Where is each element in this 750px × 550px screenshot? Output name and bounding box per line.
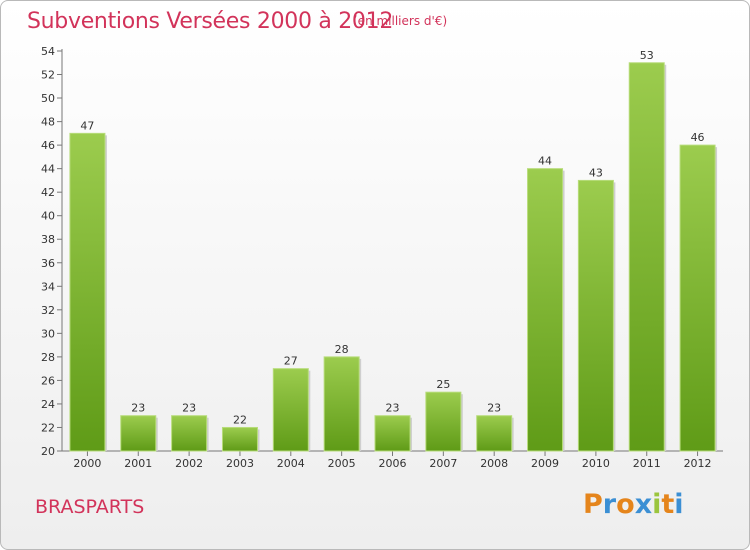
bar-value-label: 47 xyxy=(80,119,94,132)
bar xyxy=(69,132,106,452)
x-tick-label: 2009 xyxy=(531,457,559,470)
x-tick-label: 2010 xyxy=(582,457,610,470)
logo-letter: P xyxy=(583,489,603,520)
y-tick-label: 30 xyxy=(41,327,55,340)
logo-letter: o xyxy=(616,489,635,520)
bar xyxy=(577,179,614,452)
x-tick-label: 2001 xyxy=(124,457,152,470)
y-tick-label: 22 xyxy=(41,421,55,434)
bar-value-label: 23 xyxy=(386,402,400,415)
y-tick-label: 52 xyxy=(41,69,55,82)
x-tick-label: 2006 xyxy=(379,457,407,470)
x-tick-label: 2007 xyxy=(429,457,457,470)
y-tick-label: 48 xyxy=(41,116,55,129)
chart-labels: 2000 47 2001 23 2002 23 2003 22 2004 27 2005 28 2006… xyxy=(73,49,711,470)
bar xyxy=(425,391,462,452)
bar-value-label: 28 xyxy=(335,343,349,356)
y-tick-label: 44 xyxy=(41,163,55,176)
bar xyxy=(272,368,309,452)
bar-value-label: 23 xyxy=(182,402,196,415)
chart-subtitle: (en milliers d'€) xyxy=(353,14,448,28)
bar xyxy=(527,168,564,452)
bar xyxy=(120,415,157,452)
bar-value-label: 44 xyxy=(538,155,552,168)
bar xyxy=(476,415,513,452)
y-tick-label: 40 xyxy=(41,210,55,223)
y-tick-label: 26 xyxy=(41,374,55,387)
bar-value-label: 46 xyxy=(691,131,705,144)
y-tick-label: 34 xyxy=(41,280,55,293)
logo-letter: i xyxy=(652,489,662,520)
x-tick-label: 2012 xyxy=(684,457,712,470)
bar xyxy=(323,356,360,452)
x-tick-label: 2008 xyxy=(480,457,508,470)
bar xyxy=(374,415,411,452)
x-tick-label: 2002 xyxy=(175,457,203,470)
logo-letter: r xyxy=(602,489,617,520)
y-tick-label: 36 xyxy=(41,257,55,270)
y-tick-label: 50 xyxy=(41,92,55,105)
bar-value-label: 23 xyxy=(131,402,145,415)
y-tick-label: 38 xyxy=(41,233,55,246)
commune-name: BRASPARTS xyxy=(35,496,145,518)
y-tick-label: 46 xyxy=(41,139,55,152)
proxiti-logo: Proxiti xyxy=(583,489,684,520)
bar xyxy=(171,415,208,452)
y-tick-label: 20 xyxy=(41,445,55,458)
bar xyxy=(221,426,258,452)
chart-axes: 20 22 24 26 28 30 32 34 36 38 40 42 44 46 48 50 52 54 xyxy=(41,45,723,458)
x-tick-label: 2005 xyxy=(328,457,356,470)
logo-letter: t xyxy=(661,489,675,520)
logo-letter: i xyxy=(674,489,684,520)
bar-value-label: 25 xyxy=(436,378,450,391)
x-tick-label: 2004 xyxy=(277,457,305,470)
bar-value-label: 43 xyxy=(589,166,603,179)
x-tick-label: 2000 xyxy=(73,457,101,470)
bar-value-label: 22 xyxy=(233,413,247,426)
chart-title: Subventions Versées 2000 à 2012 xyxy=(27,9,394,34)
bar-value-label: 23 xyxy=(487,402,501,415)
y-tick-label: 42 xyxy=(41,186,55,199)
chart-bars xyxy=(69,62,718,452)
bar-value-label: 53 xyxy=(640,49,654,62)
y-tick-label: 24 xyxy=(41,398,55,411)
y-tick-label: 32 xyxy=(41,304,55,317)
y-tick-label: 28 xyxy=(41,351,55,364)
x-tick-label: 2003 xyxy=(226,457,254,470)
bar-value-label: 27 xyxy=(284,355,298,368)
bar xyxy=(628,62,665,452)
y-tick-label: 54 xyxy=(41,45,55,58)
x-tick-label: 2011 xyxy=(633,457,661,470)
bar xyxy=(679,144,716,452)
logo-letter: x xyxy=(634,489,653,520)
